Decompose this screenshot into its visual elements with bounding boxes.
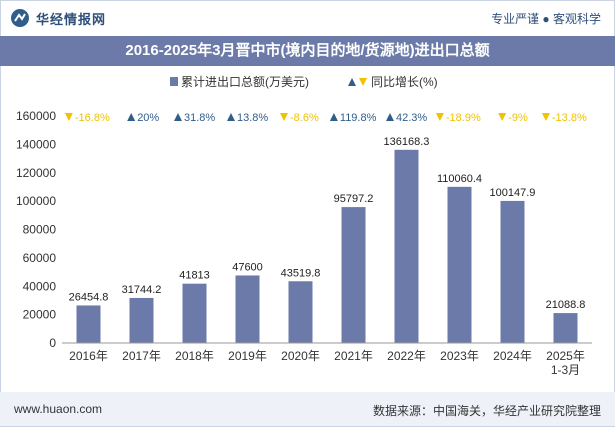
growth-up-icon xyxy=(127,113,136,121)
bar-value-label: 100147.9 xyxy=(490,187,536,199)
y-tick-label: 160000 xyxy=(16,109,56,123)
x-tick-label: 2019年 xyxy=(228,349,267,363)
growth-label: -18.9% xyxy=(446,112,481,124)
bar xyxy=(500,200,525,343)
x-tick-label: 2017年 xyxy=(122,349,161,363)
bar-value-label: 26454.8 xyxy=(69,291,109,303)
growth-label: 42.3% xyxy=(396,112,427,124)
y-tick-label: 100000 xyxy=(16,194,56,208)
bar xyxy=(553,313,578,343)
bar xyxy=(182,283,207,343)
x-tick-label: 2023年 xyxy=(440,349,479,363)
growth-up-icon xyxy=(227,113,235,121)
bar-value-label: 41813 xyxy=(179,270,210,282)
bar-value-label: 110060.4 xyxy=(437,173,482,185)
value-labels: 26454.8 31744.2 41813 47600 43519.8 95797.2 13… xyxy=(69,136,586,311)
bar xyxy=(288,281,313,343)
x-tick-label: 2024年 xyxy=(493,349,532,363)
y-tick-label: 0 xyxy=(49,336,56,350)
legend-down-triangle-icon xyxy=(359,78,367,86)
legend-up-triangle-icon xyxy=(348,78,356,86)
x-axis: 2016年 2017年 2018年 2019年 2020年 2021年 2022年 2023年… xyxy=(62,342,592,377)
bar xyxy=(235,275,260,343)
footer: www.huaon.com 数据来源：中国海关，华经产业研究院整理 xyxy=(0,392,615,426)
growth-down-icon xyxy=(64,113,73,121)
bar-value-label: 21088.8 xyxy=(546,299,586,311)
growth-label: 20% xyxy=(137,112,159,124)
bar-chart: 累计进出口总额(万美元) 同比增长(%) 0 20000 40000 60000 8000… xyxy=(16,75,592,377)
top-bar: 华经情报网 专业严谨 ● 客观科学 xyxy=(0,0,615,36)
y-tick-label: 120000 xyxy=(16,166,56,180)
brand-logo: 华经情报网 xyxy=(10,8,106,28)
growth-label: -9% xyxy=(508,112,528,124)
legend-swatch-total xyxy=(170,77,178,86)
y-tick-label: 40000 xyxy=(23,279,57,293)
y-tick-label: 80000 xyxy=(23,223,57,237)
growth-label: -16.8% xyxy=(75,112,110,124)
growth-down-icon xyxy=(280,113,288,121)
growth-label: -8.6% xyxy=(290,112,319,124)
bars xyxy=(76,149,578,343)
legend: 累计进出口总额(万美元) 同比增长(%) xyxy=(170,75,438,89)
legend-label-total: 累计进出口总额(万美元) xyxy=(181,75,309,89)
growth-up-icon xyxy=(329,113,338,121)
x-tick-label: 2025年 xyxy=(546,349,585,363)
bar xyxy=(129,297,154,343)
brand-icon xyxy=(11,9,29,27)
brand-name: 华经情报网 xyxy=(36,11,107,27)
bar-value-label: 31744.2 xyxy=(122,284,162,296)
growth-label: 119.8% xyxy=(340,112,377,124)
bar xyxy=(341,207,366,343)
bar-value-label: 47600 xyxy=(232,261,263,273)
bar xyxy=(447,186,472,343)
x-tick-label: 1-3月 xyxy=(551,363,580,377)
x-tick-label: 2018年 xyxy=(175,349,214,363)
bar-value-label: 95797.2 xyxy=(334,193,374,205)
legend-label-growth: 同比增长(%) xyxy=(371,75,438,89)
growth-label: 31.8% xyxy=(184,112,215,124)
growth-labels: -16.8% 20% 31.8% 13.8% -8.6% 119.8% 42.3% -18.9… xyxy=(64,112,587,124)
growth-label: 13.8% xyxy=(237,112,268,124)
x-tick-label: 2016年 xyxy=(69,349,108,363)
site-url: www.huaon.com xyxy=(14,402,103,416)
x-tick-label: 2020年 xyxy=(281,349,320,363)
chart-title: 2016-2025年3月晋中市(境内目的地/货源地)进出口总额 xyxy=(0,36,615,66)
tagline: 专业严谨 ● 客观科学 xyxy=(491,12,601,26)
growth-down-icon xyxy=(498,113,507,121)
growth-up-icon xyxy=(386,113,394,121)
growth-label: -13.8% xyxy=(552,112,587,124)
growth-down-icon xyxy=(435,113,444,121)
y-tick-label: 60000 xyxy=(23,251,57,265)
bar xyxy=(76,305,101,343)
x-tick-label: 2022年 xyxy=(387,349,426,363)
y-tick-label: 20000 xyxy=(23,308,57,322)
growth-up-icon xyxy=(174,113,182,121)
growth-down-icon xyxy=(541,113,550,121)
y-axis: 0 20000 40000 60000 80000 100000 120000 140000 1… xyxy=(16,109,56,350)
bar-value-label: 136168.3 xyxy=(384,136,430,148)
y-tick-label: 140000 xyxy=(16,137,56,151)
bar xyxy=(394,149,419,343)
x-tick-label: 2021年 xyxy=(334,349,373,363)
bar-value-label: 43519.8 xyxy=(281,267,321,279)
data-source: 数据来源：中国海关，华经产业研究院整理 xyxy=(372,404,601,418)
